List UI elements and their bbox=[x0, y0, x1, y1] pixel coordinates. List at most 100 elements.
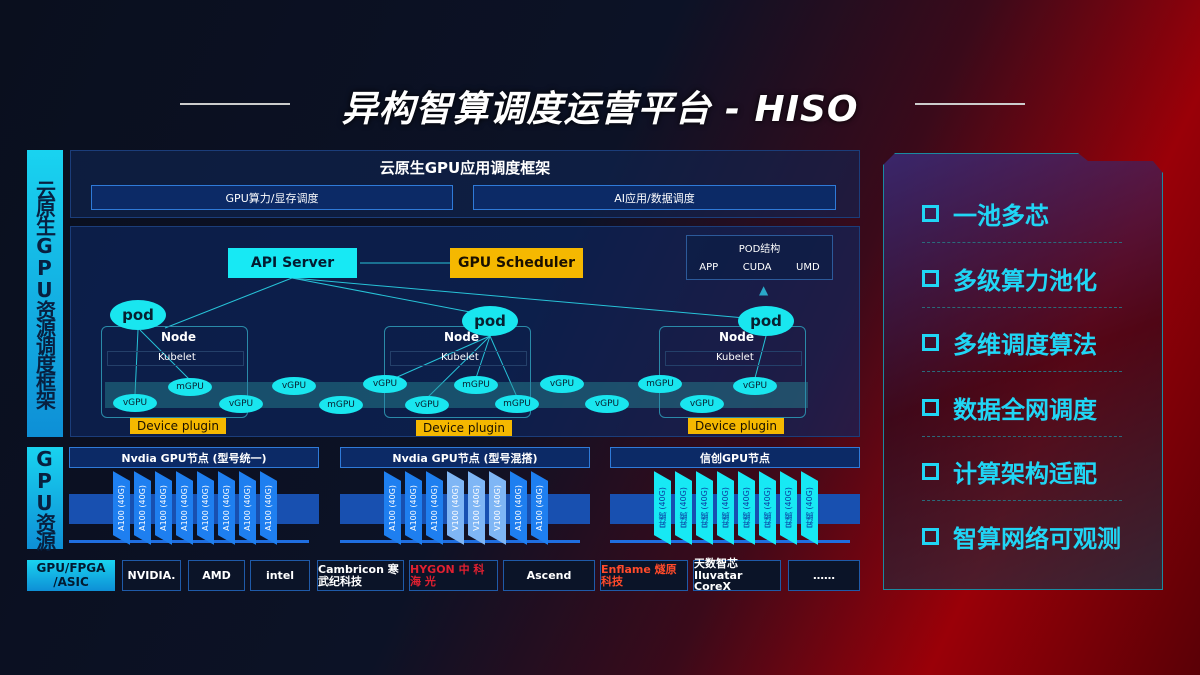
feature-item: 智算网络可观测 bbox=[922, 519, 1121, 554]
gpu-chip-label: A100 (40G) bbox=[222, 485, 231, 531]
node-label: Node bbox=[719, 330, 755, 344]
gpu-chip-label: 昇腾 (40G) bbox=[784, 487, 793, 529]
checkbox-square-icon bbox=[922, 398, 939, 416]
vendor-logo-3: Cambricon 寒武纪科技 bbox=[317, 560, 404, 591]
pod-ellipse: pod bbox=[462, 306, 518, 336]
node-label: Node bbox=[444, 330, 480, 344]
feature-divider bbox=[922, 306, 1122, 308]
gpu-chip-label: A100 (40G) bbox=[409, 485, 418, 531]
gpu-group-band bbox=[69, 494, 319, 524]
pod-item-app: APP bbox=[699, 262, 719, 273]
gpu-chip: A100 (40G) bbox=[426, 471, 443, 545]
gpu-chip-label: A100 (40G) bbox=[201, 485, 210, 531]
gpu-ellipse-vgpu: vGPU bbox=[680, 395, 724, 413]
gpu-chip-label: 昇腾 (40G) bbox=[700, 487, 709, 529]
gpu-ellipse-mgpu: mGPU bbox=[638, 375, 682, 393]
gpu-ellipse-mgpu: mGPU bbox=[495, 395, 539, 413]
gpu-chip: 昇腾 (40G) bbox=[717, 471, 734, 545]
gpu-chip: 昇腾 (40G) bbox=[696, 471, 713, 545]
checkbox-square-icon bbox=[922, 463, 939, 480]
vendor-label: GPU/FPGA /ASIC bbox=[27, 560, 115, 591]
gpu-chip-label: 昇腾 (40G) bbox=[805, 487, 814, 529]
gpu-ellipse-vgpu: vGPU bbox=[113, 394, 157, 412]
feature-divider bbox=[922, 371, 1122, 372]
gpu-chip-label: 昇腾 (40G) bbox=[742, 487, 751, 529]
checkbox-square-icon bbox=[922, 269, 939, 287]
pod-ellipse: pod bbox=[110, 300, 166, 330]
gpu-chip-label: V100 (40G) bbox=[472, 485, 481, 531]
gpu-chip: 昇腾 (40G) bbox=[801, 471, 818, 545]
label-gpu-resources: GPU资源 bbox=[27, 447, 63, 549]
vendor-logo-1: AMD bbox=[188, 560, 245, 591]
feature-label: 计算架构适配 bbox=[953, 460, 1097, 488]
title-line-left bbox=[180, 103, 290, 105]
pod-item-umd: UMD bbox=[796, 262, 820, 273]
page-title: 异构智算调度运营平台 - HISO bbox=[341, 89, 859, 130]
gpu-chip-label: 昇腾 (40G) bbox=[721, 487, 730, 529]
kubelet-row: Kubelet bbox=[665, 351, 802, 366]
gpu-ellipse-vgpu: vGPU bbox=[219, 395, 263, 413]
gpu-chip-label: 昇腾 (40G) bbox=[658, 487, 667, 529]
gpu-chip: 昇腾 (40G) bbox=[780, 471, 797, 545]
gpu-chip-label: A100 (40G) bbox=[159, 485, 168, 531]
gpu-chip-label: 昇腾 (40G) bbox=[679, 487, 688, 529]
kubelet-row: Kubelet bbox=[390, 351, 527, 366]
pod-structure-box: POD结构 APP CUDA UMD bbox=[686, 235, 833, 280]
feature-label: 多级算力池化 bbox=[953, 266, 1097, 295]
gpu-ellipse-vgpu: vGPU bbox=[540, 375, 584, 393]
gpu-chip: A100 (40G) bbox=[218, 471, 235, 545]
gpu-chip-label: V100 (40G) bbox=[451, 485, 460, 531]
gpu-group-band bbox=[340, 494, 590, 524]
vendor-logo-0: NVIDIA. bbox=[122, 560, 181, 591]
gpu-chip: A100 (40G) bbox=[176, 471, 193, 545]
device-plugin-3: Device plugin bbox=[688, 418, 784, 434]
gpu-chip: V100 (40G) bbox=[468, 471, 485, 545]
vendor-logo-8: …… bbox=[788, 560, 860, 591]
gpu-chip-label: A100 (40G) bbox=[117, 485, 126, 531]
gpu-group-header: Nvdia GPU节点 (型号混搭) bbox=[340, 447, 590, 468]
vendor-logo-2: intel bbox=[250, 560, 310, 591]
vendor-logo-7: 天数智芯 Iluvatar CoreX bbox=[693, 558, 781, 593]
gpu-ellipse-mgpu: mGPU bbox=[168, 378, 212, 396]
gpu-chip-label: A100 (40G) bbox=[243, 485, 252, 531]
gpu-chip-label: A100 (40G) bbox=[264, 485, 273, 531]
checkbox-square-icon bbox=[922, 334, 939, 351]
gpu-ellipse-vgpu: vGPU bbox=[585, 395, 629, 413]
gpu-chip-label: A100 (40G) bbox=[535, 485, 544, 531]
device-plugin-1: Device plugin bbox=[130, 418, 226, 434]
gpu-chip: A100 (40G) bbox=[405, 471, 422, 545]
feature-label: 数据全网调度 bbox=[953, 395, 1097, 424]
node-box bbox=[384, 326, 531, 418]
gpu-ellipse-vgpu: vGPU bbox=[405, 396, 449, 414]
ai-data-box: AI应用/数据调度 bbox=[473, 185, 836, 210]
gpu-group-header: Nvdia GPU节点 (型号统一) bbox=[69, 447, 319, 468]
gpu-chip: A100 (40G) bbox=[113, 471, 130, 545]
api-server-box: API Server bbox=[228, 248, 357, 278]
feature-label: 一池多芯 bbox=[953, 202, 1049, 230]
feature-item: 数据全网调度 bbox=[922, 390, 1097, 425]
gpu-chip-label: A100 (40G) bbox=[180, 485, 189, 531]
gpu-chip-label: A100 (40G) bbox=[514, 485, 523, 531]
checkbox-square-icon bbox=[922, 205, 939, 222]
gpu-chip: 昇腾 (40G) bbox=[738, 471, 755, 545]
gpu-chip: A100 (40G) bbox=[531, 471, 548, 545]
pod-ellipse: pod bbox=[738, 306, 794, 336]
gpu-ellipse-vgpu: vGPU bbox=[733, 377, 777, 395]
gpu-chip: A100 (40G) bbox=[134, 471, 151, 545]
kubelet-row: Kubelet bbox=[107, 351, 244, 366]
node-box bbox=[101, 326, 248, 418]
gpu-chip-label: V100 (40G) bbox=[493, 485, 502, 531]
vendor-logo-4: HYGON 中 科 海 光 bbox=[409, 560, 498, 591]
gpu-chip: A100 (40G) bbox=[510, 471, 527, 545]
gpu-chip: V100 (40G) bbox=[489, 471, 506, 545]
feature-label: 智算网络可观测 bbox=[953, 524, 1121, 553]
gpu-chip-label: 昇腾 (40G) bbox=[763, 487, 772, 529]
feature-divider bbox=[922, 500, 1122, 501]
gpu-chip: 昇腾 (40G) bbox=[759, 471, 776, 545]
gpu-chip: A100 (40G) bbox=[260, 471, 277, 545]
feature-item: 计算架构适配 bbox=[922, 454, 1097, 489]
gpu-chip: 昇腾 (40G) bbox=[675, 471, 692, 545]
vendor-logo-5: Ascend bbox=[503, 560, 595, 591]
gpu-ellipse-vgpu: vGPU bbox=[272, 377, 316, 395]
feature-label: 多维调度算法 bbox=[953, 331, 1097, 359]
